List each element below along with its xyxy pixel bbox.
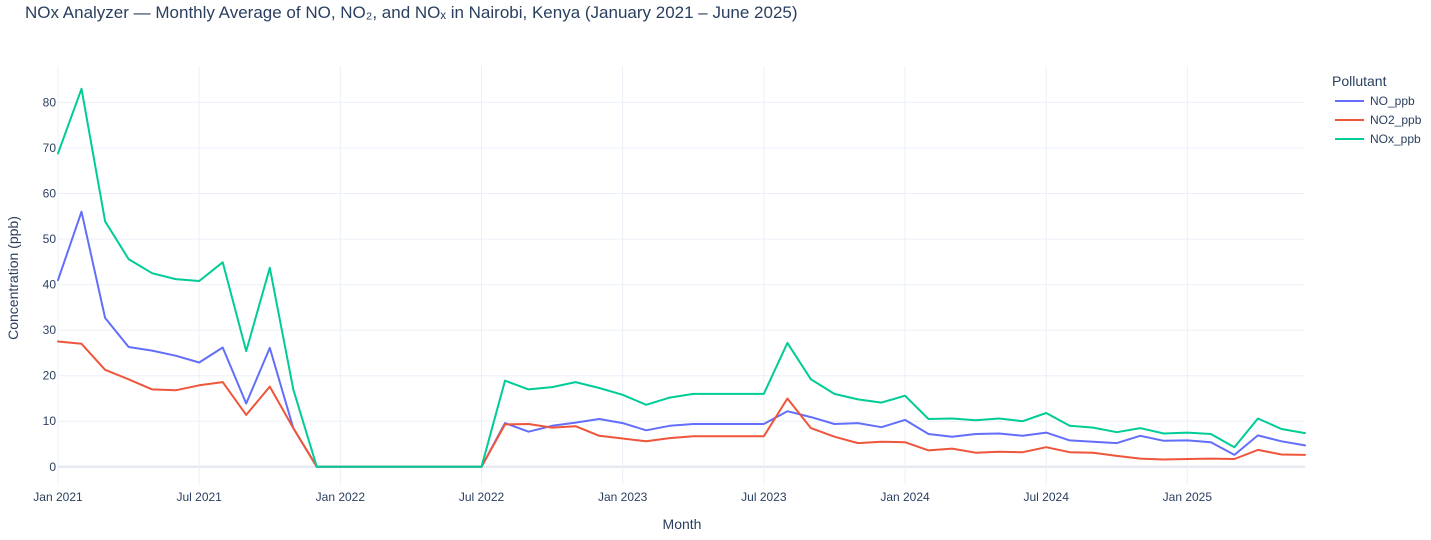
x-tick-label: Jan 2022 <box>316 490 366 504</box>
x-tick-label: Jul 2022 <box>459 490 505 504</box>
legend-label: NO_ppb <box>1370 94 1415 108</box>
y-tick-label: 80 <box>43 95 57 109</box>
x-tick-label: Jan 2025 <box>1163 490 1213 504</box>
x-tick-labels: Jan 2021 Jul 2021 Jan 2022 Jul 2022 Jan 2023… <box>33 490 1212 504</box>
x-tick-label: Jul 2024 <box>1024 490 1070 504</box>
y-tick-label: 30 <box>43 323 57 337</box>
series-line-nox-ppb <box>57 87 1306 468</box>
chart-title: NOx Analyzer — Monthly Average of NO, NO… <box>25 3 798 22</box>
legend-item-no-ppb[interactable]: NO_ppb <box>1335 94 1415 108</box>
legend: Pollutant NO_ppb NO2_ppb NOx_ppb <box>1332 73 1422 146</box>
y-tick-label: 70 <box>43 141 57 155</box>
x-tick-label: Jan 2023 <box>598 490 648 504</box>
legend-items: NO_ppb NO2_ppb NOx_ppb <box>1335 94 1422 146</box>
gridlines <box>57 66 1305 485</box>
y-tick-label: 0 <box>49 460 56 474</box>
y-tick-label: 50 <box>43 232 57 246</box>
legend-label: NO2_ppb <box>1370 113 1422 127</box>
series-line-no-ppb <box>57 210 1306 468</box>
series-line-no2-ppb <box>57 340 1306 468</box>
y-tick-labels: 0 10 20 30 40 50 60 70 80 <box>43 95 57 473</box>
x-tick-label: Jan 2024 <box>880 490 930 504</box>
x-tick-label: Jul 2021 <box>176 490 222 504</box>
y-tick-label: 60 <box>43 187 57 201</box>
y-tick-label: 10 <box>43 414 57 428</box>
x-tick-label: Jul 2023 <box>741 490 787 504</box>
y-tick-label: 20 <box>43 369 57 383</box>
x-tick-label: Jan 2021 <box>33 490 83 504</box>
x-axis-label: Month <box>663 516 702 532</box>
legend-item-nox-ppb[interactable]: NOx_ppb <box>1335 132 1421 146</box>
series-layer <box>57 87 1306 468</box>
y-axis-label: Concentration (ppb) <box>5 216 21 340</box>
legend-item-no2-ppb[interactable]: NO2_ppb <box>1335 113 1422 127</box>
y-tick-label: 40 <box>43 278 57 292</box>
legend-label: NOx_ppb <box>1370 132 1421 146</box>
legend-title: Pollutant <box>1332 73 1387 89</box>
